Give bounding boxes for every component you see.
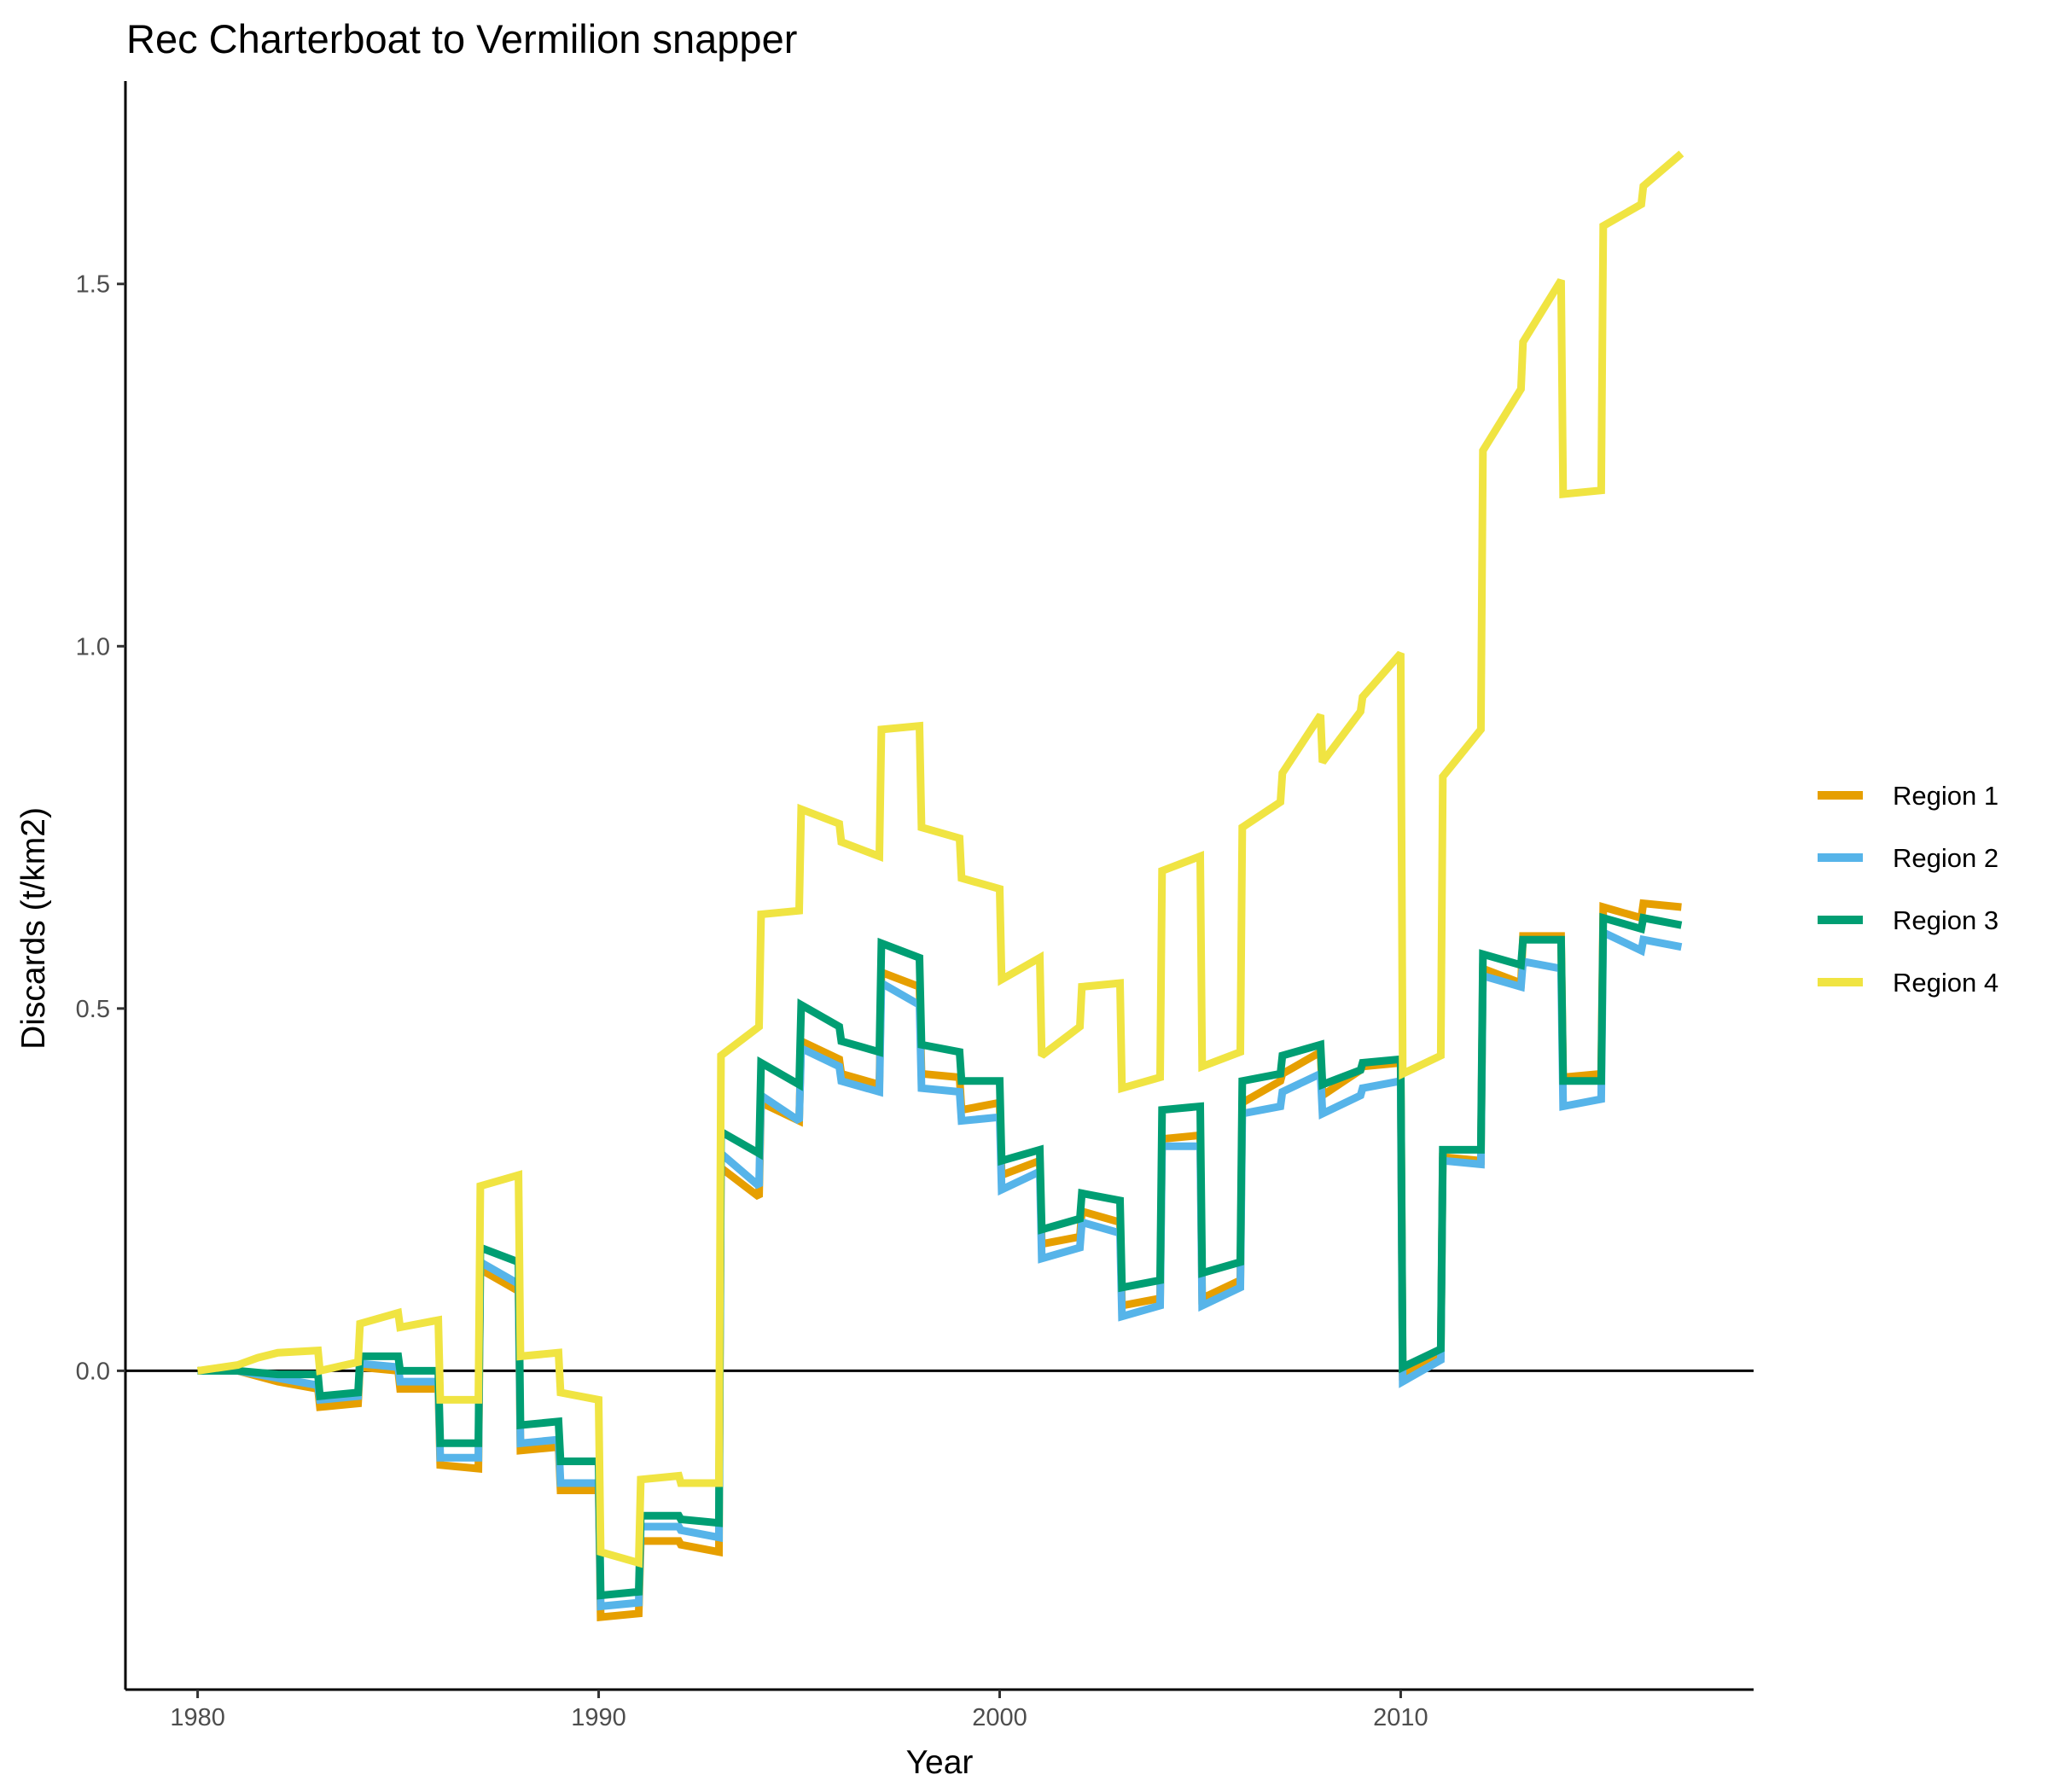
x-tick-label: 1990 xyxy=(571,1704,626,1731)
x-tick-label: 2000 xyxy=(972,1704,1027,1731)
series-line-region-2 xyxy=(197,926,1683,1611)
plot-area: 1980 1990 2000 2010 0.0 0.5 1.0 1.5 xyxy=(76,81,1754,1731)
x-tick-label: 2010 xyxy=(1373,1704,1428,1731)
series-line-region-4 xyxy=(196,150,1684,1568)
y-tick-label: 1.0 xyxy=(76,633,110,660)
legend: Region 1 Region 2 Region 3 Region 4 xyxy=(1818,781,1999,998)
legend-label: Region 1 xyxy=(1893,781,1999,811)
x-axis-title: Year xyxy=(906,1744,974,1781)
legend-label: Region 2 xyxy=(1893,843,1999,873)
y-tick-label: 0.0 xyxy=(76,1358,110,1385)
x-tick-label: 1980 xyxy=(170,1704,225,1731)
legend-label: Region 4 xyxy=(1893,968,1999,998)
chart-title: Rec Charterboat to Vermilion snapper xyxy=(126,16,797,61)
legend-label: Region 3 xyxy=(1893,905,1999,935)
y-tick-label: 0.5 xyxy=(76,996,110,1023)
series-line-region-1 xyxy=(197,899,1682,1622)
y-axis-title: Discards (t/km2) xyxy=(15,807,52,1050)
series-line-region-3 xyxy=(197,912,1683,1600)
y-tick-label: 1.5 xyxy=(76,271,110,299)
